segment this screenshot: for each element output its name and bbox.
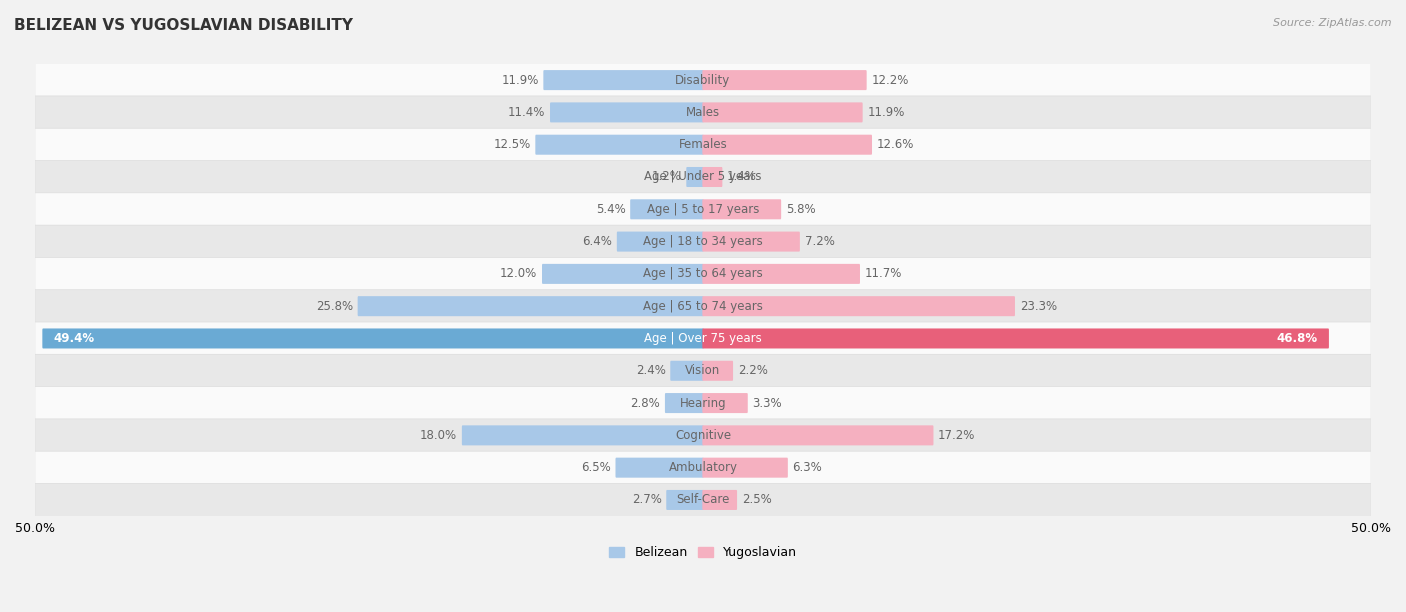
FancyBboxPatch shape [550,102,703,122]
Text: 17.2%: 17.2% [938,429,976,442]
FancyBboxPatch shape [35,451,1371,484]
FancyBboxPatch shape [703,329,1329,348]
FancyBboxPatch shape [35,387,1371,420]
Text: 7.2%: 7.2% [804,235,834,248]
FancyBboxPatch shape [703,425,934,446]
Text: 2.2%: 2.2% [738,364,768,377]
Text: 12.2%: 12.2% [872,73,908,87]
FancyBboxPatch shape [666,490,703,510]
FancyBboxPatch shape [686,167,703,187]
FancyBboxPatch shape [35,354,1371,387]
FancyBboxPatch shape [617,231,703,252]
FancyBboxPatch shape [35,160,1371,193]
FancyBboxPatch shape [541,264,703,284]
FancyBboxPatch shape [35,483,1371,517]
Text: 2.5%: 2.5% [742,493,772,507]
Text: 5.4%: 5.4% [596,203,626,216]
FancyBboxPatch shape [703,167,723,187]
FancyBboxPatch shape [35,129,1371,161]
FancyBboxPatch shape [35,193,1371,226]
Text: 3.3%: 3.3% [752,397,782,409]
Text: 2.4%: 2.4% [636,364,665,377]
Text: 1.2%: 1.2% [652,171,682,184]
FancyBboxPatch shape [703,102,863,122]
FancyBboxPatch shape [703,200,782,219]
FancyBboxPatch shape [461,425,703,446]
FancyBboxPatch shape [703,70,866,90]
Text: 12.5%: 12.5% [494,138,530,151]
Text: 49.4%: 49.4% [53,332,94,345]
FancyBboxPatch shape [703,296,1015,316]
Text: Females: Females [679,138,727,151]
Text: Age | 65 to 74 years: Age | 65 to 74 years [643,300,763,313]
FancyBboxPatch shape [543,70,703,90]
Text: BELIZEAN VS YUGOSLAVIAN DISABILITY: BELIZEAN VS YUGOSLAVIAN DISABILITY [14,18,353,34]
Text: 46.8%: 46.8% [1277,332,1317,345]
Text: 11.4%: 11.4% [508,106,546,119]
Text: 25.8%: 25.8% [316,300,353,313]
Text: 11.9%: 11.9% [868,106,904,119]
Text: 6.4%: 6.4% [582,235,612,248]
FancyBboxPatch shape [703,490,737,510]
FancyBboxPatch shape [42,329,703,348]
Text: Vision: Vision [685,364,721,377]
Text: 2.8%: 2.8% [630,397,661,409]
Text: Age | 18 to 34 years: Age | 18 to 34 years [643,235,763,248]
FancyBboxPatch shape [616,458,703,478]
Text: 5.8%: 5.8% [786,203,815,216]
Legend: Belizean, Yugoslavian: Belizean, Yugoslavian [605,541,801,564]
Text: Cognitive: Cognitive [675,429,731,442]
Text: Males: Males [686,106,720,119]
Text: 12.0%: 12.0% [501,267,537,280]
Text: 23.3%: 23.3% [1019,300,1057,313]
FancyBboxPatch shape [35,322,1371,355]
FancyBboxPatch shape [35,225,1371,258]
Text: Source: ZipAtlas.com: Source: ZipAtlas.com [1274,18,1392,28]
Text: 2.7%: 2.7% [631,493,662,507]
Text: 11.7%: 11.7% [865,267,903,280]
Text: 12.6%: 12.6% [877,138,914,151]
FancyBboxPatch shape [35,419,1371,452]
Text: 1.4%: 1.4% [727,171,756,184]
FancyBboxPatch shape [536,135,703,155]
Text: Age | Under 5 years: Age | Under 5 years [644,171,762,184]
FancyBboxPatch shape [703,135,872,155]
FancyBboxPatch shape [671,360,703,381]
Text: Ambulatory: Ambulatory [668,461,738,474]
FancyBboxPatch shape [665,393,703,413]
Text: Age | 35 to 64 years: Age | 35 to 64 years [643,267,763,280]
Text: 11.9%: 11.9% [502,73,538,87]
Text: Age | 5 to 17 years: Age | 5 to 17 years [647,203,759,216]
Text: 6.3%: 6.3% [793,461,823,474]
FancyBboxPatch shape [357,296,703,316]
Text: Hearing: Hearing [679,397,727,409]
FancyBboxPatch shape [35,258,1371,290]
FancyBboxPatch shape [35,96,1371,129]
FancyBboxPatch shape [35,289,1371,323]
FancyBboxPatch shape [703,458,787,478]
FancyBboxPatch shape [703,264,860,284]
FancyBboxPatch shape [703,360,733,381]
Text: Self-Care: Self-Care [676,493,730,507]
Text: 6.5%: 6.5% [581,461,610,474]
FancyBboxPatch shape [630,200,703,219]
FancyBboxPatch shape [35,64,1371,97]
Text: Age | Over 75 years: Age | Over 75 years [644,332,762,345]
FancyBboxPatch shape [703,393,748,413]
FancyBboxPatch shape [703,231,800,252]
Text: 18.0%: 18.0% [420,429,457,442]
Text: Disability: Disability [675,73,731,87]
